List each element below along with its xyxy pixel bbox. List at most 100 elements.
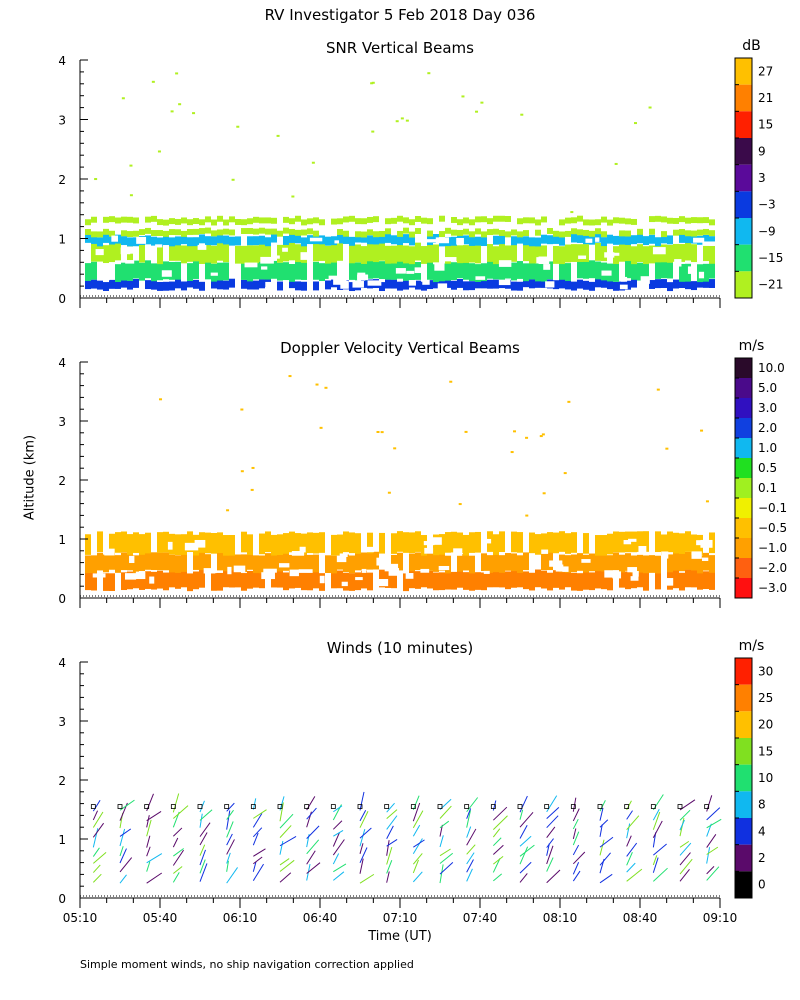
heat-cell xyxy=(451,243,457,262)
heat-cell xyxy=(325,236,331,246)
heat-cell xyxy=(655,531,661,553)
heat-cell xyxy=(469,263,475,282)
heat-gap xyxy=(420,568,430,573)
heat-cell xyxy=(655,571,661,590)
heat-cell xyxy=(403,573,409,592)
heat-cell xyxy=(577,260,583,279)
heat-cell xyxy=(517,569,523,588)
heat-cell xyxy=(259,555,265,574)
heat-cell xyxy=(589,230,595,237)
wind-barb xyxy=(493,873,503,882)
heat-cell xyxy=(529,237,535,247)
heat-cell xyxy=(709,572,715,590)
wind-barb xyxy=(706,847,711,864)
heat-cell xyxy=(313,570,319,589)
wind-barb xyxy=(412,853,423,865)
heat-cell xyxy=(307,554,313,573)
heat-cell xyxy=(403,217,409,224)
heat-gap xyxy=(498,279,511,286)
heat-speck xyxy=(311,161,315,164)
heat-cell xyxy=(247,263,253,282)
colorbar-swatch xyxy=(735,271,752,298)
colorbar-label: −2.0 xyxy=(758,561,787,575)
heat-cell xyxy=(493,246,499,265)
wind-marker xyxy=(517,804,523,809)
heat-speck xyxy=(157,150,161,153)
heat-cell xyxy=(367,532,373,554)
heat-cell xyxy=(511,570,517,588)
heat-cell xyxy=(655,215,661,222)
heat-cell xyxy=(193,228,199,235)
heat-cell xyxy=(301,229,307,236)
wind-marker xyxy=(624,804,630,809)
heat-speck xyxy=(563,472,567,475)
heat-cell xyxy=(571,244,577,262)
heat-cell xyxy=(373,551,379,570)
heat-cell xyxy=(259,217,265,224)
heat-cell xyxy=(175,242,181,261)
heat-gap xyxy=(541,549,549,554)
wind-barb xyxy=(333,863,347,873)
heat-gap xyxy=(652,247,666,255)
heat-cell xyxy=(457,532,463,554)
wind-barb xyxy=(253,856,263,865)
heat-cell xyxy=(301,262,307,280)
heat-cell xyxy=(535,219,541,226)
heat-cell xyxy=(169,229,175,236)
heat-gap xyxy=(386,564,398,569)
heat-cell xyxy=(427,218,433,225)
heat-cell xyxy=(541,263,547,282)
heat-cell xyxy=(445,571,451,590)
heat-cell xyxy=(391,217,397,224)
heat-cell xyxy=(631,555,637,574)
heat-cell xyxy=(133,260,139,279)
heat-cell xyxy=(91,261,97,280)
heat-gap xyxy=(129,555,135,564)
heat-cell xyxy=(205,216,211,223)
heat-cell xyxy=(643,246,649,265)
wind-barb xyxy=(706,818,722,829)
heat-cell xyxy=(115,242,121,261)
heat-cell xyxy=(499,235,505,245)
heat-cell xyxy=(301,237,307,247)
heat-cell xyxy=(319,532,325,553)
heat-cell xyxy=(691,230,697,237)
heat-cell xyxy=(667,531,673,553)
heat-gap xyxy=(612,571,622,579)
wind-barb xyxy=(679,799,696,811)
heat-cell xyxy=(343,216,349,223)
heat-cell xyxy=(349,282,355,292)
heat-cell xyxy=(259,570,265,589)
panel-title: Winds (10 minutes) xyxy=(327,639,474,657)
heat-cell xyxy=(205,532,211,554)
heat-cell xyxy=(703,552,709,571)
wind-barb xyxy=(333,871,345,881)
heat-cell xyxy=(241,219,247,226)
heat-cell xyxy=(607,572,613,591)
heat-cell xyxy=(277,281,283,291)
wind-barb xyxy=(252,861,257,872)
heat-cell xyxy=(169,261,175,280)
heat-speck xyxy=(665,447,669,450)
heat-gap xyxy=(435,237,450,244)
wind-marker xyxy=(490,804,496,809)
heat-cell xyxy=(205,554,211,572)
heat-cell xyxy=(511,236,517,246)
heat-cell xyxy=(643,262,649,281)
heat-gap xyxy=(578,255,587,259)
wind-barb xyxy=(92,822,105,838)
heat-cell xyxy=(85,229,91,235)
wind-barb xyxy=(706,866,715,875)
heat-gap xyxy=(408,280,416,286)
heat-cell xyxy=(541,216,547,223)
heat-cell xyxy=(253,228,259,235)
heat-cell xyxy=(463,572,469,590)
heat-cell xyxy=(181,217,187,224)
heat-gap xyxy=(595,237,600,242)
heat-cell xyxy=(211,279,217,289)
wind-marker xyxy=(90,804,96,809)
heat-cell xyxy=(121,230,127,237)
heat-gap xyxy=(210,272,218,276)
heat-cell xyxy=(451,531,457,553)
heat-cell xyxy=(313,532,319,554)
